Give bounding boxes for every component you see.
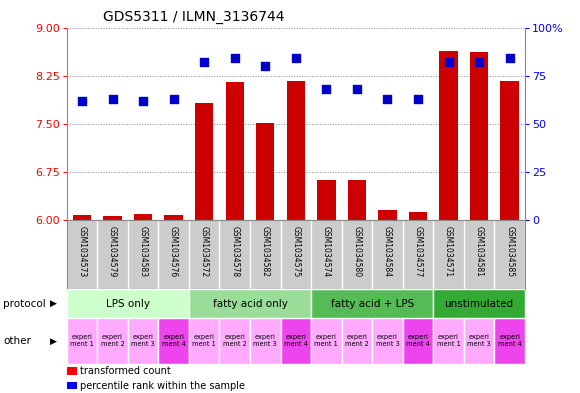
Bar xyxy=(348,180,366,220)
Bar xyxy=(403,318,433,364)
Text: GDS5311 / ILMN_3136744: GDS5311 / ILMN_3136744 xyxy=(103,10,285,24)
Text: GSM1034575: GSM1034575 xyxy=(291,226,300,277)
Bar xyxy=(103,216,122,220)
Point xyxy=(505,55,514,61)
Bar xyxy=(494,318,525,364)
Text: GSM1034581: GSM1034581 xyxy=(474,226,484,277)
Bar xyxy=(165,215,183,220)
Text: GSM1034572: GSM1034572 xyxy=(200,226,209,277)
Bar xyxy=(470,52,488,220)
Text: experi
ment 1: experi ment 1 xyxy=(314,334,338,347)
Bar xyxy=(189,289,311,318)
Point xyxy=(291,55,300,61)
Bar xyxy=(281,318,311,364)
Text: GSM1034576: GSM1034576 xyxy=(169,226,178,277)
Text: experi
ment 2: experi ment 2 xyxy=(223,334,246,347)
Text: LPS only: LPS only xyxy=(106,299,150,309)
Bar xyxy=(67,289,189,318)
Text: protocol: protocol xyxy=(3,299,46,309)
Text: GSM1034578: GSM1034578 xyxy=(230,226,239,277)
Text: GSM1034573: GSM1034573 xyxy=(78,226,86,277)
Bar xyxy=(378,211,397,220)
Text: GSM1034583: GSM1034583 xyxy=(139,226,147,277)
Bar xyxy=(317,180,335,220)
Bar xyxy=(250,318,281,364)
Bar xyxy=(433,289,525,318)
Text: GSM1034582: GSM1034582 xyxy=(261,226,270,277)
Point xyxy=(77,97,86,104)
Text: ▶: ▶ xyxy=(50,299,57,308)
Text: fatty acid only: fatty acid only xyxy=(212,299,288,309)
Text: experi
ment 4: experi ment 4 xyxy=(498,334,521,347)
Text: unstimulated: unstimulated xyxy=(444,299,514,309)
Text: experi
ment 4: experi ment 4 xyxy=(162,334,186,347)
Text: experi
ment 3: experi ment 3 xyxy=(131,334,155,347)
Point xyxy=(108,95,117,102)
Bar xyxy=(433,318,464,364)
Text: GSM1034579: GSM1034579 xyxy=(108,226,117,277)
Text: experi
ment 3: experi ment 3 xyxy=(376,334,399,347)
Text: GSM1034584: GSM1034584 xyxy=(383,226,392,277)
Point xyxy=(169,95,178,102)
Text: percentile rank within the sample: percentile rank within the sample xyxy=(81,381,245,391)
Text: transformed count: transformed count xyxy=(81,366,171,376)
Bar xyxy=(195,103,213,220)
Text: experi
ment 4: experi ment 4 xyxy=(284,334,308,347)
Bar xyxy=(219,318,250,364)
Bar xyxy=(128,318,158,364)
Text: experi
ment 3: experi ment 3 xyxy=(467,334,491,347)
Point xyxy=(414,95,423,102)
Bar xyxy=(158,318,189,364)
Point xyxy=(474,59,484,65)
Text: GSM1034585: GSM1034585 xyxy=(505,226,514,277)
Bar xyxy=(67,367,77,375)
Point xyxy=(444,59,453,65)
Point xyxy=(383,95,392,102)
Text: experi
ment 1: experi ment 1 xyxy=(70,334,94,347)
Text: experi
ment 3: experi ment 3 xyxy=(253,334,277,347)
Text: experi
ment 1: experi ment 1 xyxy=(437,334,461,347)
Text: GSM1034580: GSM1034580 xyxy=(353,226,361,277)
Bar xyxy=(73,215,91,220)
Text: other: other xyxy=(3,336,31,346)
Point xyxy=(200,59,209,65)
Bar xyxy=(97,318,128,364)
Text: fatty acid + LPS: fatty acid + LPS xyxy=(331,299,414,309)
Point xyxy=(139,97,148,104)
Text: GSM1034574: GSM1034574 xyxy=(322,226,331,277)
Bar xyxy=(67,318,97,364)
Bar xyxy=(409,212,427,220)
Text: experi
ment 2: experi ment 2 xyxy=(100,334,125,347)
Bar xyxy=(342,318,372,364)
Text: experi
ment 1: experi ment 1 xyxy=(193,334,216,347)
Bar xyxy=(311,318,342,364)
Bar xyxy=(226,82,244,220)
Bar xyxy=(311,289,433,318)
Bar xyxy=(134,214,152,220)
Bar xyxy=(67,382,77,389)
Text: GSM1034577: GSM1034577 xyxy=(414,226,422,277)
Bar xyxy=(256,123,274,220)
Bar xyxy=(440,51,458,220)
Bar xyxy=(189,318,219,364)
Point xyxy=(352,86,361,92)
Text: experi
ment 4: experi ment 4 xyxy=(406,334,430,347)
Text: GSM1034571: GSM1034571 xyxy=(444,226,453,277)
Text: ▶: ▶ xyxy=(50,336,57,345)
Bar xyxy=(287,81,305,220)
Point xyxy=(260,63,270,69)
Bar xyxy=(464,318,494,364)
Point xyxy=(322,86,331,92)
Point xyxy=(230,55,240,61)
Bar xyxy=(501,81,519,220)
Bar xyxy=(372,318,403,364)
Text: experi
ment 2: experi ment 2 xyxy=(345,334,369,347)
